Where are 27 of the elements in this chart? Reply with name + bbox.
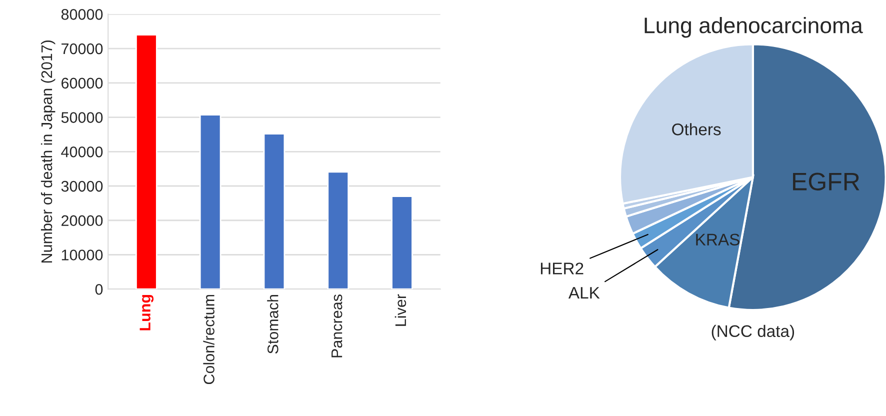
y-tick-label: 80000	[61, 9, 103, 20]
x-tick-label: Stomach	[267, 294, 278, 354]
y-tick-label: 10000	[62, 250, 103, 260]
slice-label: HER2	[540, 262, 584, 274]
bar	[391, 196, 413, 290]
bar	[327, 171, 350, 290]
x-tick-label: Lung	[140, 295, 154, 330]
x-tick-label: Pancreas	[332, 294, 342, 358]
y-axis-title: Number of death in Japan (2017)	[40, 40, 56, 262]
y-tick-label: 60000	[62, 78, 103, 89]
y-tick-label: 70000	[62, 43, 103, 54]
y-tick-label: 20000	[62, 215, 103, 226]
slice-label: ALK	[568, 287, 600, 299]
y-tick-label: 0	[95, 284, 103, 295]
slice-label: EGFR	[793, 172, 860, 190]
chart-title: Lung adenocarcinoma	[644, 16, 863, 38]
y-tick-label: 40000	[61, 146, 103, 158]
x-tick-label: Colon/rectum	[203, 294, 214, 384]
slice-label: Others	[672, 123, 721, 136]
bar	[263, 133, 286, 290]
slice-label: KRAS	[696, 234, 740, 246]
bar	[199, 114, 222, 290]
y-tick-label: 30000	[61, 180, 103, 192]
text: (NCC data)	[712, 324, 794, 340]
x-tick-label: Liver	[394, 294, 406, 326]
y-tick-label: 50000	[61, 112, 103, 123]
bar	[136, 34, 158, 290]
